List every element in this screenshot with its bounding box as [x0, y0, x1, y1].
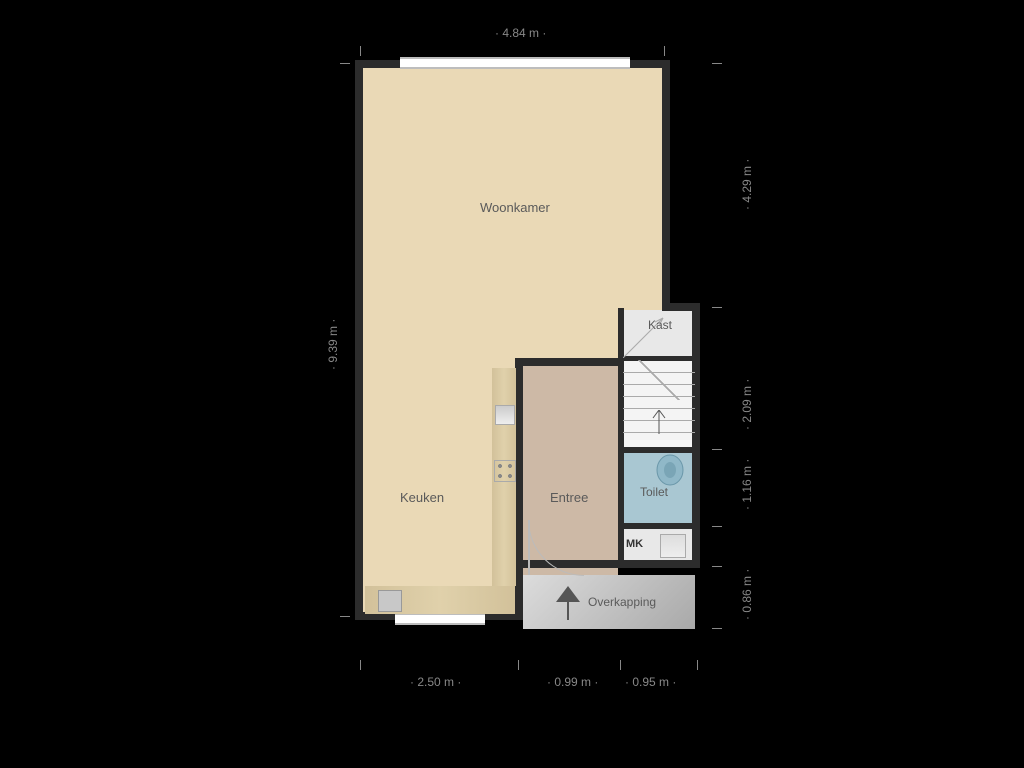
- dim-bottom-3-val: 0.95 m: [632, 675, 669, 689]
- dim-right-4: · 0.86 m ·: [740, 569, 754, 620]
- dim-tick: [664, 46, 665, 56]
- kast-door-icon: [623, 312, 695, 358]
- dim-bottom-3: · 0.95 m ·: [625, 675, 676, 689]
- dim-bottom-1: · 2.50 m ·: [410, 675, 461, 689]
- dim-tick: [712, 307, 722, 308]
- wall: [355, 60, 363, 620]
- hob-icon: [494, 460, 516, 482]
- entree-door-leaf: [528, 520, 530, 575]
- dim-tick: [518, 660, 519, 670]
- floor-plan: Woonkamer Keuken Entree Toilet Kast MK O…: [0, 0, 1024, 768]
- dim-tick: [620, 660, 621, 670]
- oven-icon: [495, 405, 515, 425]
- dim-right-2: · 2.09 m ·: [740, 379, 754, 430]
- dim-tick: [712, 63, 722, 64]
- wall: [515, 560, 523, 620]
- stair-arrow-icon: [651, 410, 667, 440]
- dim-tick: [360, 46, 361, 56]
- dim-bottom-1-val: 2.50 m: [417, 675, 454, 689]
- dim-top-val: 4.84 m: [502, 26, 539, 40]
- dim-tick: [697, 660, 698, 670]
- dim-tick: [340, 616, 350, 617]
- dim-top: · 4.84 m ·: [495, 26, 546, 40]
- dim-right-2-val: 2.09 m: [740, 386, 754, 423]
- dim-tick: [712, 526, 722, 527]
- wall: [662, 60, 670, 310]
- sink-icon: [378, 590, 402, 612]
- dim-tick: [712, 449, 722, 450]
- dim-bottom-2: · 0.99 m ·: [547, 675, 598, 689]
- dim-tick: [712, 566, 722, 567]
- dim-tick: [712, 628, 722, 629]
- stairs-steps: [623, 360, 695, 448]
- dim-right-3: · 1.16 m ·: [740, 459, 754, 510]
- window-top: [400, 57, 630, 69]
- dim-tick: [360, 660, 361, 670]
- toilet-fixture-icon: [650, 452, 690, 492]
- window-bottom-left: [395, 613, 485, 625]
- wall: [515, 358, 623, 366]
- dim-right-3-val: 1.16 m: [740, 466, 754, 503]
- dim-right-1-val: 4.29 m: [740, 166, 754, 203]
- wall: [618, 523, 698, 529]
- meter-icon: [660, 534, 686, 558]
- wall: [515, 560, 700, 568]
- dim-tick: [340, 63, 350, 64]
- dim-right-4-val: 0.86 m: [740, 576, 754, 613]
- dim-right-1: · 4.29 m ·: [740, 159, 754, 210]
- dim-left: · 9.39 m ·: [326, 319, 340, 370]
- wall: [515, 358, 523, 568]
- dim-bottom-2-val: 0.99 m: [554, 675, 591, 689]
- entry-arrow-icon: [548, 580, 588, 620]
- dim-left-val: 9.39 m: [326, 326, 340, 363]
